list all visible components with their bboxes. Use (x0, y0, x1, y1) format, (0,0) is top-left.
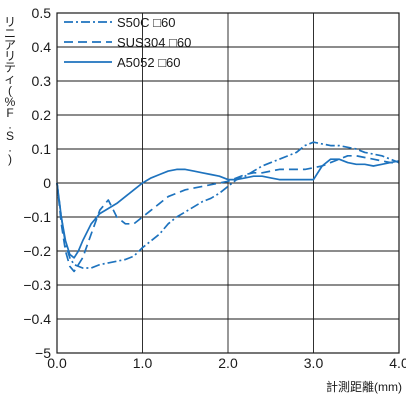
y-axis-title-char: % (5, 95, 16, 109)
y-tick-label: 0.2 (32, 107, 52, 123)
y-tick-label: −0.1 (23, 209, 51, 225)
legend: S50C □60 SUS304 □60 A5052 □60 (64, 15, 191, 70)
y-axis-title-char: ア (4, 38, 16, 52)
x-tick-label: 2.0 (218, 355, 238, 371)
series-lines (56, 141, 400, 273)
y-axis-title-char: ィ (4, 72, 16, 86)
y-axis-title-char: S (6, 129, 14, 143)
y-axis-title-char: ニ (4, 26, 16, 40)
y-tick-label: 0.5 (32, 5, 52, 21)
y-tick-label: 0.4 (32, 39, 52, 55)
x-tick-label: 3.0 (304, 355, 324, 371)
y-tick-label: −5 (35, 345, 51, 361)
y-axis-title-char: リ (4, 15, 16, 29)
y-axis-title-char: テ (4, 61, 16, 75)
series-line-1 (56, 141, 400, 269)
legend-label: S50C □60 (117, 15, 175, 30)
y-tick-label: 0.1 (32, 141, 52, 157)
y-axis-title-char: リ (4, 49, 16, 63)
x-axis-title: 計測距離(mm) (326, 379, 402, 394)
y-axis-title-char: ) (8, 152, 12, 166)
grid (57, 13, 399, 353)
y-tick-label: −0.4 (23, 311, 51, 327)
y-tick-labels: 0.5 0.4 0.3 0.2 0.1 0 −0.1 −0.2 −0.3 −0.4 −5 (23, 5, 51, 361)
series-line-3 (56, 158, 400, 259)
y-tick-label: −0.2 (23, 243, 51, 259)
y-tick-label: −0.3 (23, 277, 51, 293)
y-tick-label: 0.3 (32, 73, 52, 89)
legend-label: SUS304 □60 (117, 35, 191, 50)
x-tick-labels: 0.0 1.0 2.0 3.0 4.0 (47, 355, 406, 371)
y-axis-title-char: . (8, 140, 11, 154)
plot-area-frame (56, 12, 400, 354)
y-axis-title-char: ( (8, 83, 12, 97)
series-line-2 (56, 154, 399, 273)
y-tick-label: 0 (43, 175, 51, 191)
y-axis-title-char: F (6, 106, 13, 120)
legend-label: A5052 □60 (117, 55, 181, 70)
x-tick-label: 1.0 (133, 355, 153, 371)
x-tick-label: 4.0 (389, 355, 406, 371)
x-tick-label: 0.0 (47, 355, 67, 371)
y-axis-title-char: . (8, 118, 11, 132)
